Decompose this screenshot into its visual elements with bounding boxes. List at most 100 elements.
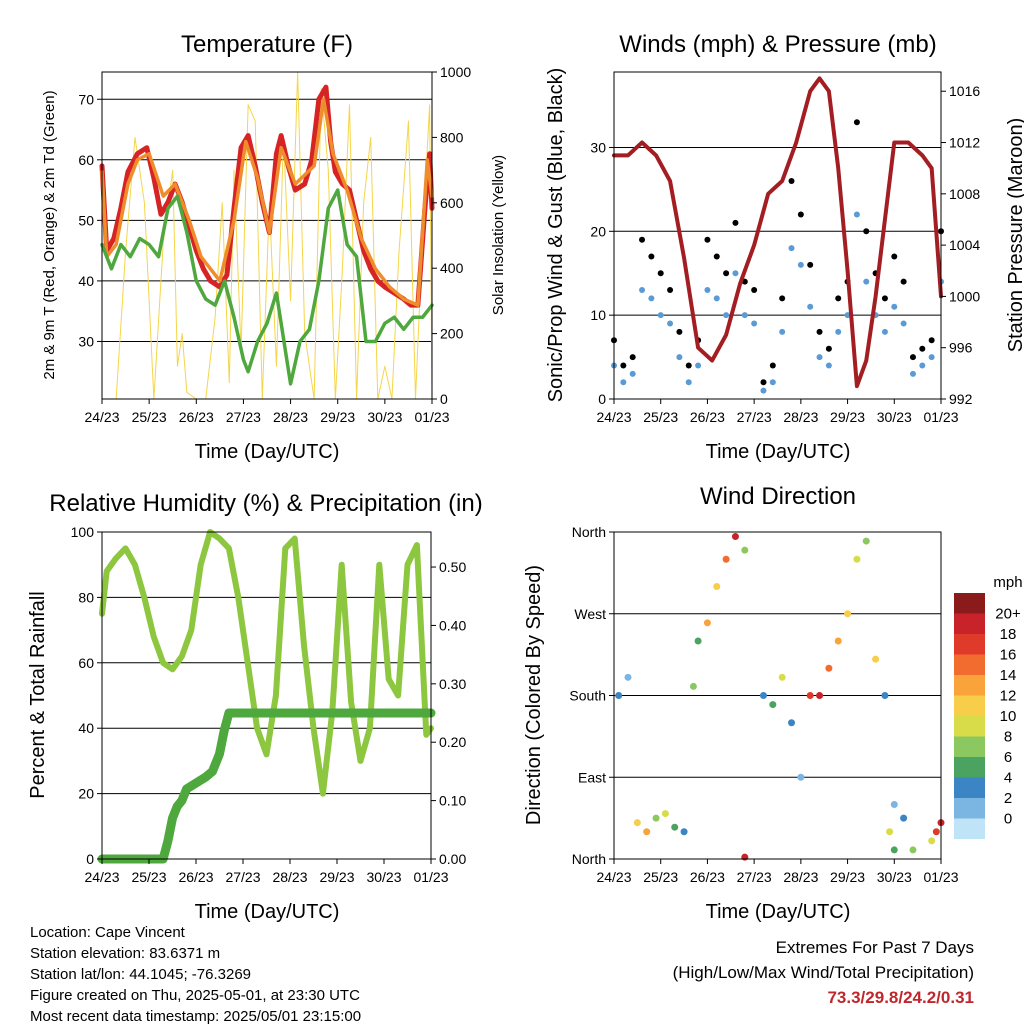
direction-point xyxy=(844,610,852,618)
wind-x-ticks: 24/23 25/23 26/23 27/23 28/23 29/23 30/23 01/23 xyxy=(596,399,959,425)
y2-tick-label: 1008 xyxy=(949,186,980,202)
colorbar-label: 14 xyxy=(1000,667,1017,684)
series-line xyxy=(97,708,436,864)
y-tick-label: 20 xyxy=(590,223,606,239)
data-point xyxy=(648,295,655,302)
x-tick-label: 01/23 xyxy=(923,409,958,425)
data-point xyxy=(723,312,730,319)
data-point xyxy=(928,354,935,361)
y-tick-label: 10 xyxy=(590,307,606,323)
y2-tick-label: 0.40 xyxy=(439,617,466,633)
wind-y2-ticks: 992 996 1000 1004 1008 1012 1016 xyxy=(941,83,980,407)
direction-point xyxy=(731,533,739,541)
direction-point xyxy=(741,546,749,554)
y2-tick-label: 1000 xyxy=(949,288,980,304)
temp-x-ticks: 24/23 25/23 26/23 27/23 28/23 29/23 30/23 01/23 xyxy=(84,399,450,425)
y-tick-label: East xyxy=(578,769,606,785)
humidity-title: Relative Humidity (%) & Precipitation (i… xyxy=(49,490,482,517)
extremes-values: 73.3/29.8/24.2/0.31 xyxy=(827,988,974,1007)
wind-plot-frame xyxy=(613,71,942,400)
temp-y-axis-label: 2m & 9m T (Red, Orange) & 2m Td (Green) xyxy=(41,90,58,379)
y-tick-label: 100 xyxy=(71,524,95,540)
data-point xyxy=(751,287,758,293)
data-point xyxy=(825,345,832,352)
direction-point xyxy=(633,819,641,827)
colorbar-swatch xyxy=(954,716,985,737)
direction-point xyxy=(890,846,898,854)
colorbar-swatch xyxy=(954,798,985,819)
data-point xyxy=(732,270,739,277)
y-tick-label: 50 xyxy=(78,212,94,228)
y-tick-label: North xyxy=(572,524,606,540)
direction-point xyxy=(797,773,805,781)
y2-tick-label: 992 xyxy=(949,391,973,407)
data-point xyxy=(732,219,739,226)
y2-tick-label: 0.10 xyxy=(439,793,466,809)
x-tick-label: 01/23 xyxy=(923,869,958,885)
y2-tick-label: 600 xyxy=(440,195,464,211)
x-tick-label: 27/23 xyxy=(226,409,261,425)
rh-y-axis-label: Percent & Total Rainfall xyxy=(27,591,49,799)
data-point xyxy=(723,270,730,277)
data-point xyxy=(695,362,702,369)
y-tick-label: North xyxy=(572,851,606,867)
y2-tick-label: 0.20 xyxy=(439,734,466,750)
data-point xyxy=(788,245,795,252)
data-point xyxy=(629,354,636,361)
x-tick-label: 01/23 xyxy=(414,409,449,425)
series-line xyxy=(99,529,434,797)
wind-y2-axis-label: Station Pressure (Maroon) xyxy=(1005,118,1024,353)
y2-tick-label: 0.00 xyxy=(439,851,466,867)
data-point xyxy=(797,211,804,218)
colorbar-swatch xyxy=(954,757,985,778)
rh-y2-ticks: 0.00 0.10 0.20 0.30 0.40 0.50 xyxy=(431,559,466,867)
data-point xyxy=(667,287,674,293)
data-point xyxy=(816,354,823,361)
y-tick-label: 60 xyxy=(78,152,94,168)
data-point xyxy=(713,295,720,302)
x-tick-label: 26/23 xyxy=(178,869,213,885)
y2-tick-label: 800 xyxy=(440,129,464,145)
x-tick-label: 30/23 xyxy=(366,869,401,885)
colorbar-swatch xyxy=(954,675,985,696)
dir-y-ticks: North East South West North xyxy=(569,524,614,867)
x-tick-label: 28/23 xyxy=(272,869,307,885)
speed-colorbar: 20+ 18 16 14 12 10 8 6 4 2 0 xyxy=(954,593,1021,839)
colorbar-label: 20+ xyxy=(995,606,1021,623)
y-tick-label: West xyxy=(574,606,606,622)
data-point xyxy=(807,261,814,268)
y-tick-label: South xyxy=(569,688,606,704)
data-point xyxy=(807,303,814,310)
data-point xyxy=(928,337,935,344)
y-tick-label: 0 xyxy=(86,851,94,867)
x-tick-label: 27/23 xyxy=(737,409,772,425)
data-point xyxy=(751,320,758,327)
extremes-subtitle: (High/Low/Max Wind/Total Precipitation) xyxy=(672,963,974,982)
wind-y-ticks: 0 10 20 30 xyxy=(590,139,614,407)
x-tick-label: 29/23 xyxy=(319,869,354,885)
data-point xyxy=(900,278,907,285)
dir-series xyxy=(615,533,945,861)
direction-point xyxy=(886,828,894,836)
data-point xyxy=(685,362,692,369)
y2-tick-label: 400 xyxy=(440,260,464,276)
colorbar-swatch xyxy=(954,736,985,757)
info-recent: Most recent data timestamp: 2025/05/01 2… xyxy=(30,1008,362,1025)
x-tick-label: 25/23 xyxy=(132,409,167,425)
colorbar-swatch xyxy=(954,613,985,634)
temp-y2-ticks: 0 200 400 600 800 1000 xyxy=(432,64,471,407)
wind-x-axis-label: Time (Day/UTC) xyxy=(706,441,851,463)
direction-point xyxy=(853,555,861,563)
colorbar-swatch xyxy=(954,654,985,675)
data-point xyxy=(648,253,655,260)
direction-point xyxy=(900,814,908,822)
y2-tick-label: 0 xyxy=(440,391,448,407)
y-tick-label: 60 xyxy=(78,655,94,671)
x-tick-label: 29/23 xyxy=(320,409,355,425)
direction-point xyxy=(615,692,623,699)
data-point xyxy=(900,320,907,327)
info-location: Location: Cape Vincent xyxy=(30,924,185,941)
direction-title: Wind Direction xyxy=(700,483,856,510)
direction-point xyxy=(722,555,730,563)
